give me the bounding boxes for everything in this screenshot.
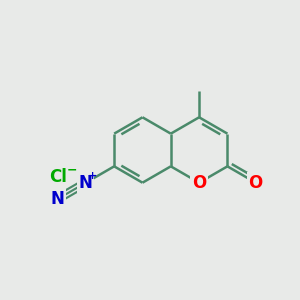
Text: N: N [51, 190, 64, 208]
Text: O: O [249, 174, 263, 192]
Text: −: − [67, 164, 77, 177]
Text: Cl: Cl [49, 168, 67, 186]
Text: N: N [79, 174, 93, 192]
Text: O: O [192, 174, 206, 192]
Text: +: + [88, 171, 98, 181]
